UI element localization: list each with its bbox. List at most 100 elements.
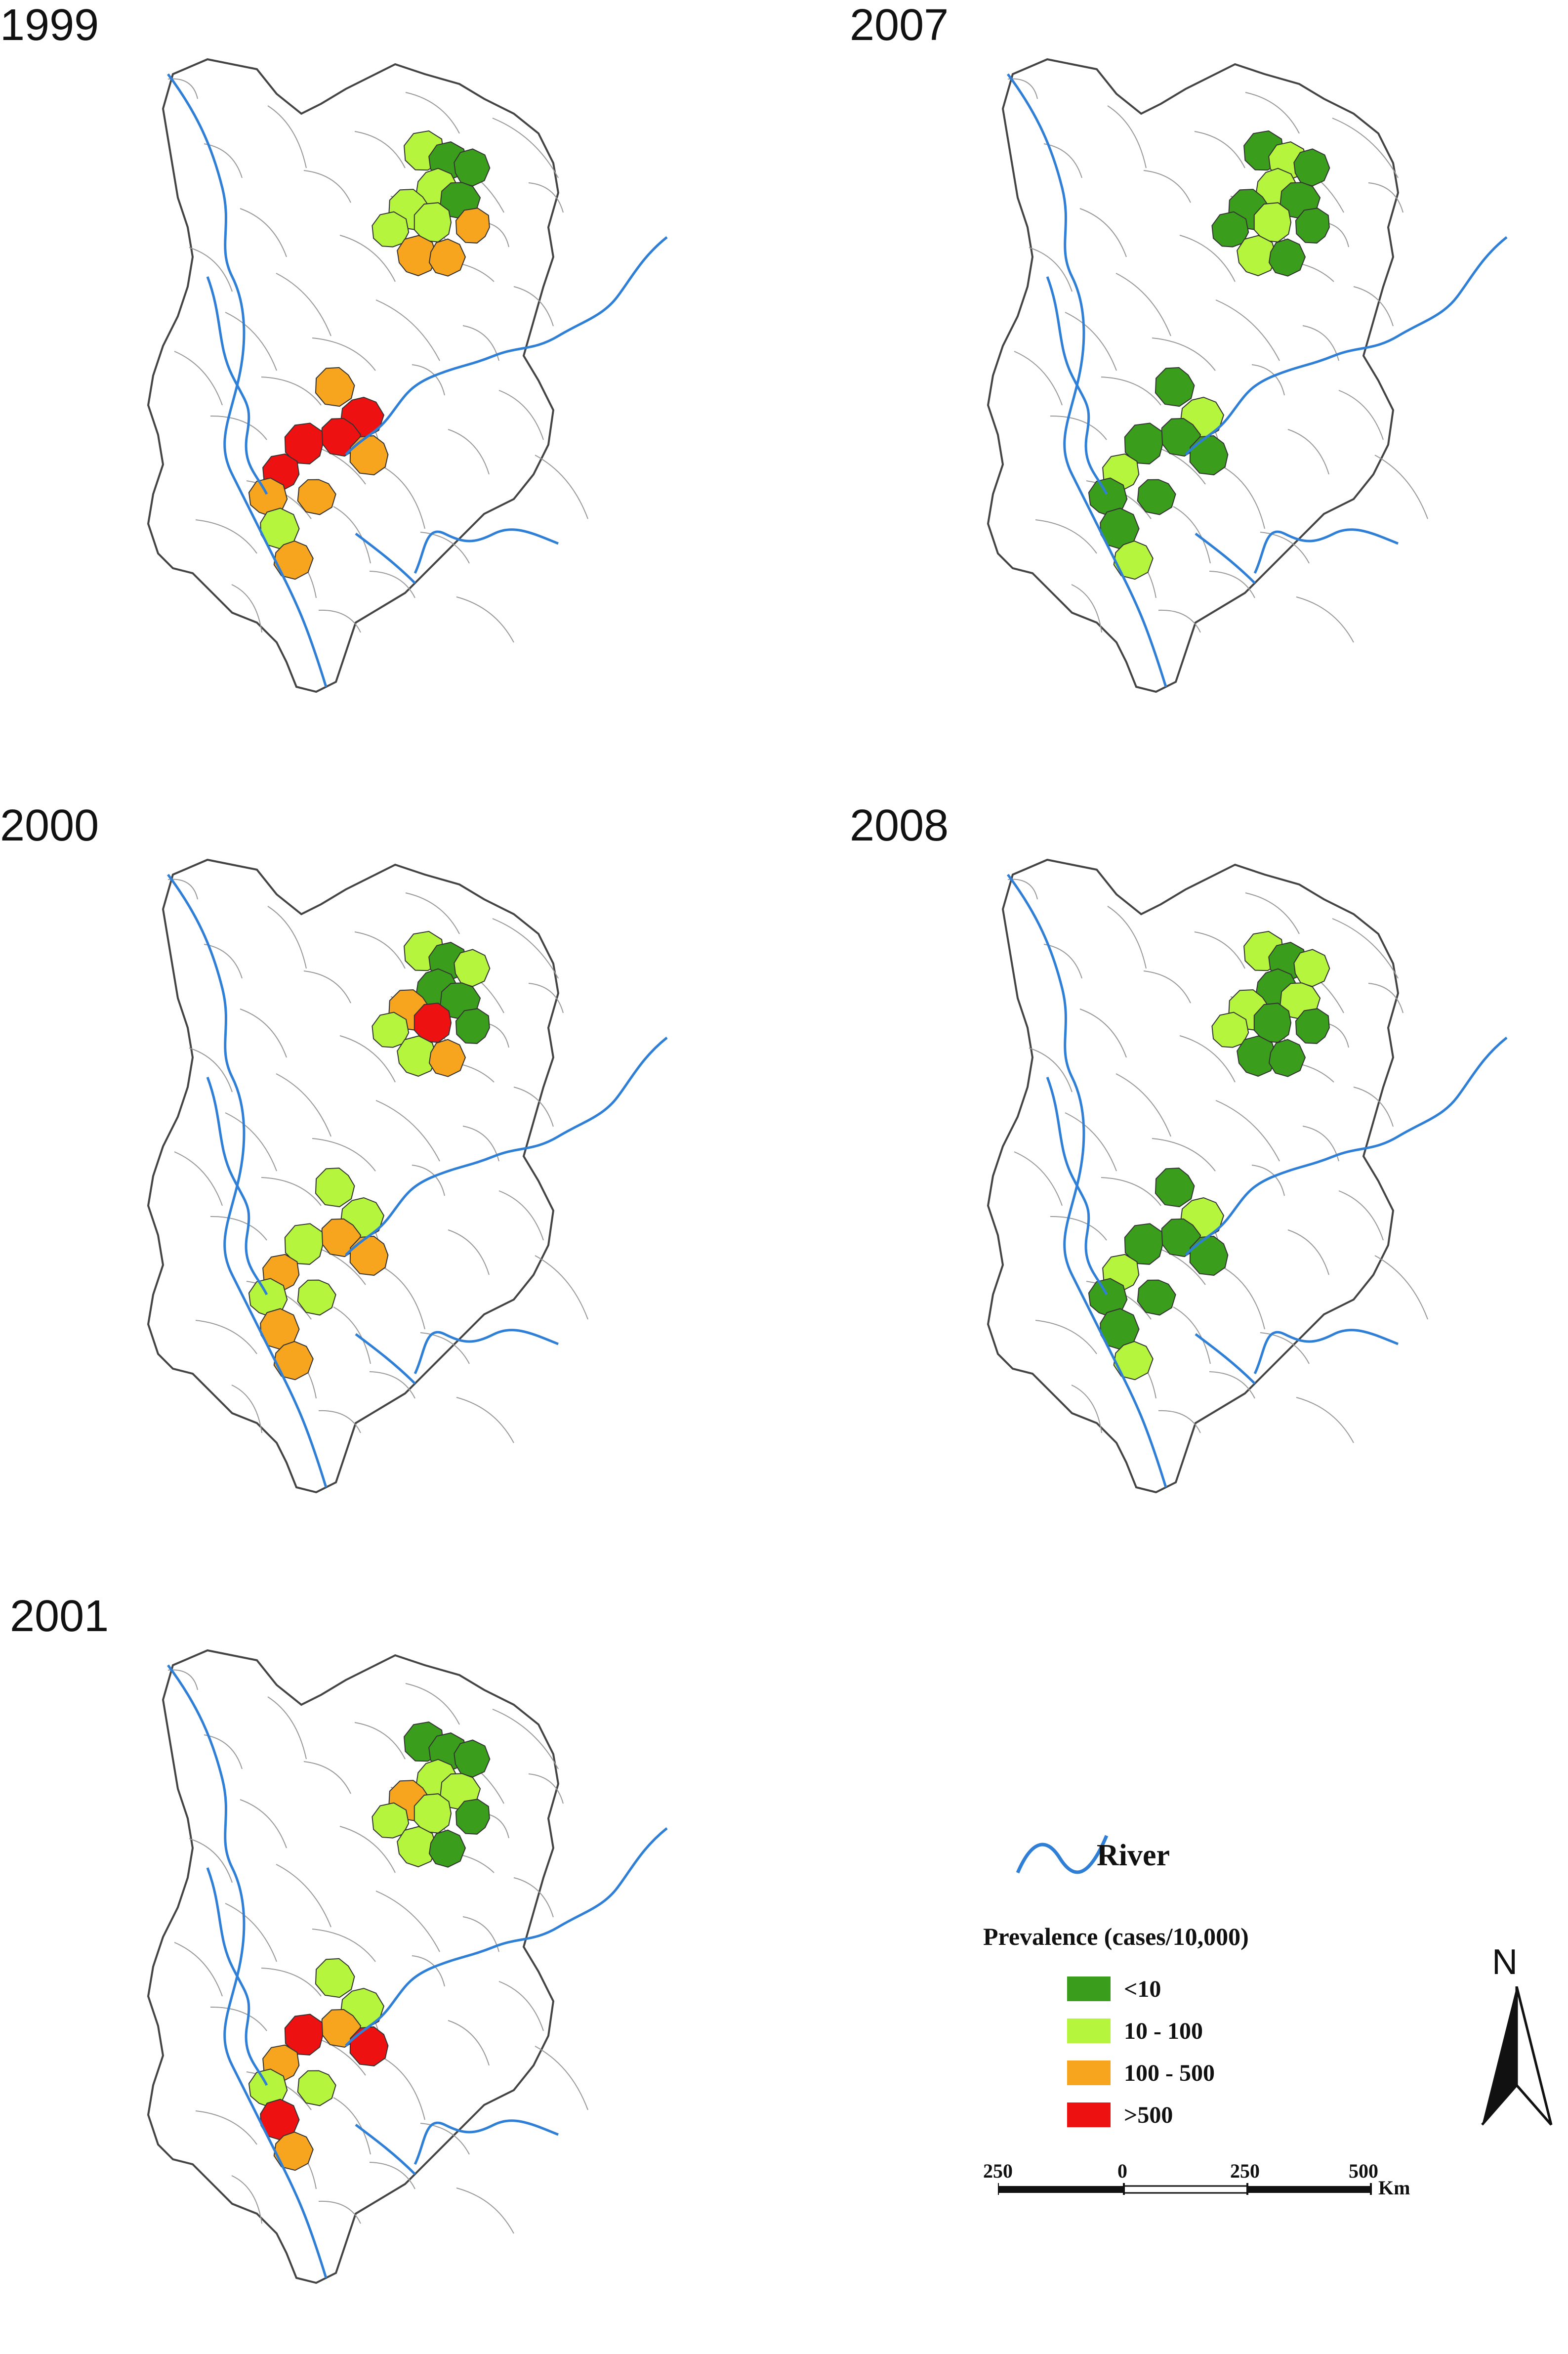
county-boundary [333, 506, 371, 564]
map-panel-1999: 1999 [0, 0, 716, 741]
river-line [345, 236, 668, 456]
river-line [413, 1329, 559, 1375]
panel-year: 1999 [0, 0, 99, 50]
river-line [1253, 1329, 1399, 1375]
river-line [345, 1827, 668, 2047]
county-boundary [339, 235, 396, 282]
river-line [355, 2124, 416, 2175]
scale-tick-label: 250 [1230, 2160, 1260, 2182]
county-boundary [1368, 182, 1403, 213]
county-boundary [528, 182, 564, 213]
prevalence-district [1124, 422, 1163, 464]
county-boundary [513, 1087, 554, 1127]
prevalence-district [1211, 211, 1249, 248]
county-boundary [339, 1035, 396, 1083]
county-boundary [195, 1320, 257, 1354]
county-boundary [1251, 1165, 1285, 1196]
county-boundary [1374, 1255, 1428, 1320]
prevalence-district [1189, 435, 1229, 476]
county-boundary [1050, 1216, 1107, 1241]
panel-year: 2001 [10, 1592, 109, 1641]
prevalence-district [315, 367, 355, 407]
county-boundary [1050, 415, 1107, 440]
legend-swatch [1067, 1976, 1111, 2001]
prevalence-district [1293, 949, 1330, 987]
county-boundary [369, 571, 415, 598]
county-boundary [1065, 1112, 1117, 1172]
county-boundary [339, 1826, 396, 1873]
map-panel-2001: 2001 [0, 1591, 716, 2332]
county-boundary [174, 351, 223, 406]
county-boundary [231, 1385, 262, 1433]
river-line [206, 1077, 268, 1296]
county-boundary [1101, 377, 1161, 406]
county-boundary [1029, 247, 1073, 292]
legend-item-label: >500 [1124, 2102, 1173, 2128]
county-boundary [276, 1864, 331, 1928]
county-boundary [189, 1838, 233, 1883]
prevalence-district [297, 479, 336, 515]
county-boundary [1287, 429, 1329, 475]
county-boundary [384, 467, 425, 529]
county-boundary [231, 584, 262, 633]
scale-tick-label: 250 [983, 2160, 1013, 2182]
county-boundary [225, 312, 277, 371]
county-boundary [1353, 1087, 1394, 1127]
prevalence-district [284, 1223, 324, 1265]
county-boundary [498, 1190, 544, 1241]
county-boundary [318, 1410, 361, 1433]
north-arrow: N [1477, 1942, 1556, 2130]
river-line [1185, 236, 1508, 456]
county-boundary [189, 1048, 233, 1093]
prevalence-district [413, 1793, 452, 1834]
river-line [206, 276, 268, 495]
county-boundary [261, 1968, 322, 1997]
scale-bar-graphic [998, 2183, 1372, 2195]
prevalence-district [428, 1829, 466, 1868]
river-line [1185, 1037, 1508, 1256]
county-boundary [1209, 1371, 1255, 1399]
county-boundary [513, 1877, 554, 1918]
scale-tick-label: 0 [1117, 2160, 1127, 2182]
county-boundary [1035, 519, 1097, 554]
prevalence-district [1268, 238, 1306, 277]
county-boundary [535, 2046, 588, 2110]
county-boundary [1152, 337, 1216, 371]
legend-swatch [1067, 2018, 1111, 2043]
county-boundary [492, 118, 559, 178]
county-boundary [195, 519, 257, 554]
legend-item-label: 10 - 100 [1124, 2018, 1203, 2044]
county-boundary [456, 1397, 514, 1443]
county-boundary [1215, 1100, 1280, 1162]
county-boundary [1224, 467, 1265, 529]
county-boundary [528, 1773, 564, 1804]
county-boundary [267, 105, 307, 168]
county-boundary [492, 918, 559, 979]
county-boundary [210, 2006, 267, 2031]
province-outline [987, 58, 1400, 693]
prevalence-district [455, 1008, 490, 1044]
prevalence-district [454, 1739, 491, 1778]
prevalence-district [349, 2026, 389, 2067]
prevalence-district [1137, 1279, 1176, 1316]
county-boundary [1215, 299, 1280, 361]
county-boundary [1173, 506, 1211, 564]
prevalence-district [1155, 1167, 1195, 1208]
county-boundary [318, 609, 361, 633]
prevalence-district [1268, 1039, 1306, 1077]
county-boundary [1035, 1320, 1097, 1354]
prevalence-district [371, 211, 410, 248]
county-boundary [195, 2110, 257, 2145]
county-boundary [1152, 1138, 1216, 1172]
county-boundary [1209, 571, 1255, 598]
province-outline [147, 1649, 560, 2284]
county-boundary [1158, 609, 1201, 633]
county-boundary [405, 92, 460, 134]
county-boundary [210, 415, 267, 440]
legend-title: Prevalence (cases/10,000) [983, 1923, 1249, 1950]
county-boundary [1194, 131, 1245, 168]
river-line [1046, 276, 1108, 495]
county-boundary [303, 1761, 351, 1794]
prevalence-district [1253, 1003, 1292, 1043]
river-line [1046, 1077, 1108, 1296]
